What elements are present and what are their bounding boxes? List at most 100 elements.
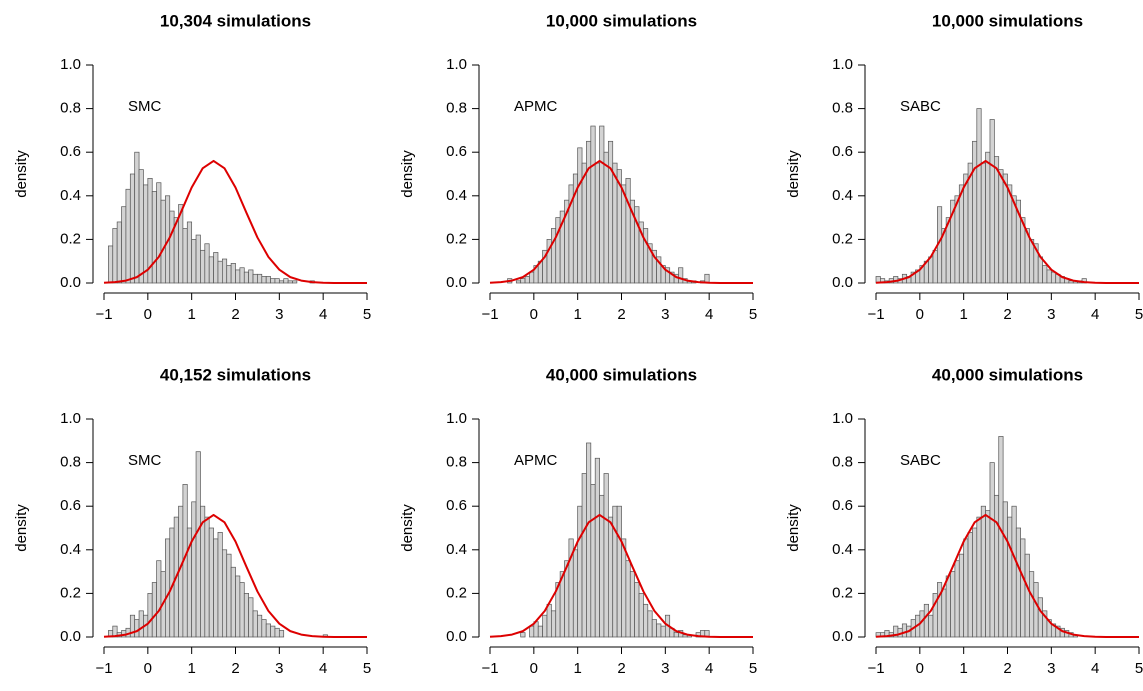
x-tick-label: 4 (319, 306, 327, 323)
panel-title: 10,000 simulations (546, 11, 697, 30)
histogram-bar (239, 582, 245, 638)
histogram-bar (972, 140, 978, 284)
y-tick-label: 1.0 (60, 56, 81, 73)
histogram-bar (529, 625, 535, 638)
y-axis-label: density (785, 504, 802, 552)
histogram-bar (265, 276, 271, 284)
histogram-bar (607, 516, 614, 638)
x-tick-label: 3 (275, 306, 283, 323)
y-tick-label: 0.4 (832, 187, 853, 204)
x-tick-label: −1 (95, 306, 112, 323)
x-tick-label: 4 (705, 306, 713, 323)
histogram-bar (217, 532, 223, 638)
x-tick-label: 1 (187, 660, 195, 677)
x-tick-label: 1 (573, 660, 581, 677)
histogram-bar (182, 228, 188, 284)
y-tick-label: 0.4 (60, 187, 81, 204)
histogram-bar (520, 632, 526, 638)
histogram-bar (551, 610, 557, 638)
histogram-bar (581, 473, 587, 638)
panel-title: 40,152 simulations (160, 365, 311, 384)
histogram-bar (537, 625, 543, 638)
histogram-bar (976, 108, 982, 284)
histogram-bar (928, 614, 934, 638)
histogram-bar (156, 182, 162, 284)
histogram-bar (958, 184, 965, 284)
histogram-bar (1024, 553, 1030, 638)
y-tick-label: 0.4 (446, 187, 467, 204)
x-tick-label: 0 (530, 306, 538, 323)
histogram-bar (138, 169, 144, 284)
histogram-bar (980, 505, 986, 638)
histogram-bar (932, 249, 938, 284)
histogram-bar (270, 625, 276, 638)
y-tick-label: 0.4 (832, 541, 853, 558)
y-tick-label: 0.6 (60, 497, 81, 514)
histogram-bar (1007, 184, 1013, 284)
histogram-bar (1007, 516, 1013, 638)
y-tick-label: 0.0 (60, 274, 81, 291)
x-tick-label: 4 (1091, 660, 1099, 677)
x-tick-label: 1 (187, 306, 195, 323)
y-axis-label: density (785, 150, 802, 198)
density-curve (103, 159, 367, 284)
histogram-bar (594, 162, 600, 284)
histogram-bar (134, 151, 140, 284)
histogram-bar (581, 162, 587, 284)
histogram-bar (243, 271, 249, 284)
histogram-bar (1002, 173, 1008, 284)
histogram-bar (217, 260, 223, 284)
annotation: SABC (900, 452, 941, 469)
x-tick-label: 1 (959, 306, 967, 323)
histogram-bar (673, 632, 679, 638)
x-tick-label: 1 (573, 306, 581, 323)
histogram-bar (958, 553, 965, 638)
histogram-bar (985, 510, 991, 638)
y-tick-label: 0.0 (832, 628, 853, 645)
histogram-bar (928, 256, 934, 284)
histogram-bar (1011, 505, 1017, 638)
histogram-bar (248, 597, 254, 638)
histogram-bar (1002, 501, 1008, 638)
histogram-bar (590, 484, 596, 638)
histogram-bar (629, 571, 635, 638)
histogram-bar (612, 162, 618, 284)
histogram-bar (186, 221, 193, 284)
y-tick-label: 0.6 (832, 497, 853, 514)
histogram-bar (226, 553, 232, 638)
histogram-bar (169, 210, 175, 284)
x-tick-label: 3 (661, 306, 669, 323)
histogram-bar (1011, 195, 1017, 284)
histogram-bar (621, 184, 627, 284)
histogram-bar (993, 494, 1000, 638)
x-tick-label: 2 (1003, 660, 1011, 677)
histogram-bar (160, 199, 166, 284)
histogram-bar (651, 619, 657, 638)
x-tick-label: 3 (661, 660, 669, 677)
histogram-bar (257, 273, 263, 284)
histogram-bar (265, 623, 271, 638)
y-axis-label: density (399, 150, 416, 198)
histogram-bar (283, 278, 289, 284)
y-tick-label: 1.0 (60, 410, 81, 427)
y-tick-label: 0.6 (60, 143, 81, 160)
histogram-bar (235, 269, 241, 284)
histogram-bar (200, 249, 206, 284)
histogram-bar (195, 451, 201, 638)
histogram-bar (147, 593, 153, 638)
y-tick-label: 0.2 (60, 584, 81, 601)
histogram-bar (529, 271, 535, 284)
y-axis-label: density (13, 150, 30, 198)
histogram-bar (603, 151, 609, 284)
histogram-bar (261, 276, 267, 284)
annotation: SABC (900, 98, 941, 115)
histogram-bar (616, 505, 622, 638)
histogram-bar (950, 571, 956, 638)
x-tick-label: −1 (481, 306, 498, 323)
histogram-bar (204, 516, 210, 638)
x-tick-label: 2 (231, 306, 239, 323)
panel: 10,000 simulations density SABC 0.0 0.2 0.4 0.… (785, 11, 1143, 322)
histogram-bar (270, 278, 276, 284)
histogram-bar (230, 263, 236, 284)
